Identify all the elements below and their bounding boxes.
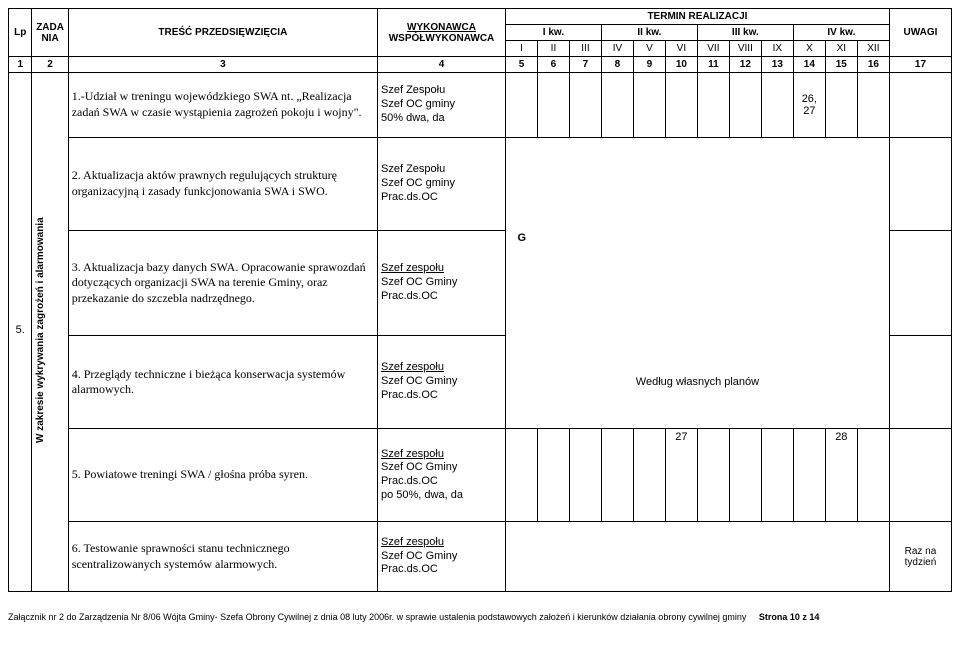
task-row-5: 5. Powiatowe treningi SWA / głośna próba… [9, 429, 952, 522]
task-row-2: 5. W zakresie wykrywania zagrożeń i alar… [9, 138, 952, 231]
section-label: W zakresie wykrywania zagrożeń i alarmow… [35, 140, 46, 520]
month-3: III [569, 41, 601, 57]
task-row-6: 6. Testowanie sprawności stanu techniczn… [9, 522, 952, 592]
task-row-1: 1.-Udział w treningu wojewódzkiego SWA n… [9, 73, 952, 138]
page-number: Strona 10 z 14 [759, 612, 820, 622]
month-8: VIII [729, 41, 761, 57]
col-termin: TERMIN REALIZACJI [505, 9, 889, 25]
header-kw1: I kw. [505, 25, 601, 41]
month-11: XI [825, 41, 857, 57]
column-number-row: 1234 5678 9101112 13141516 17 [9, 57, 952, 73]
task-3-g: G [505, 230, 537, 335]
task-wyk-1: Szef Zespołu Szef OC gminy 50% dwa, da [378, 73, 506, 138]
task-wyk-5: Szef zespołu Szef OC Gminy Prac.ds.OC po… [378, 429, 506, 522]
task-wyk-4: Szef zespołu Szef OC Gminy Prac.ds.OC [378, 336, 506, 429]
task-text-5: 5. Powiatowe treningi SWA / głośna próba… [68, 429, 377, 522]
month-7: VII [697, 41, 729, 57]
task-4-plan: Według własnych planów [505, 336, 889, 429]
task-text-1: 1.-Udział w treningu wojewódzkiego SWA n… [68, 73, 377, 138]
schedule-table: Lp ZADA NIA TREŚĆ PRZEDSIĘWZIĘCIA WYKONA… [8, 8, 952, 592]
footer-text: Załącznik nr 2 do Zarządzenia Nr 8/06 Wó… [8, 612, 746, 622]
task-row-4: 4. Przeglądy techniczne i bieżąca konser… [9, 336, 952, 429]
task-6-uwagi: Raz na tydzień [889, 522, 951, 592]
col-tresc: TREŚĆ PRZEDSIĘWZIĘCIA [68, 9, 377, 57]
task-wyk-6: Szef zespołu Szef OC Gminy Prac.ds.OC [378, 522, 506, 592]
task-text-2: 2. Aktualizacja aktów prawnych regulując… [68, 138, 377, 231]
task-text-4: 4. Przeglądy techniczne i bieżąca konser… [68, 336, 377, 429]
task-5-d1: 27 [665, 429, 697, 522]
month-6: VI [665, 41, 697, 57]
col-wykonawca: WYKONAWCA WSPÓŁWYKONAWCA [378, 9, 506, 57]
month-1: I [505, 41, 537, 57]
page-footer: Załącznik nr 2 do Zarządzenia Nr 8/06 Wó… [8, 612, 952, 622]
task-wyk-3: Szef zespołu Szef OC Gminy Prac.ds.OC [378, 230, 506, 335]
header-kw4: IV kw. [793, 25, 889, 41]
month-12: XII [857, 41, 889, 57]
task-5-d2: 28 [825, 429, 857, 522]
task-row-3: 3. Aktualizacja bazy danych SWA. Opracow… [9, 230, 952, 335]
col-zadania: ZADA NIA [32, 9, 68, 57]
header-kw3: III kw. [697, 25, 793, 41]
month-9: IX [761, 41, 793, 57]
month-10: X [793, 41, 825, 57]
col-lp: Lp [9, 9, 32, 57]
task-text-3: 3. Aktualizacja bazy danych SWA. Opracow… [68, 230, 377, 335]
section-number: 5. [9, 138, 32, 522]
month-4: IV [601, 41, 633, 57]
col-uwagi: UWAGI [889, 9, 951, 57]
task-text-6: 6. Testowanie sprawności stanu techniczn… [68, 522, 377, 592]
header-kw2: II kw. [601, 25, 697, 41]
task-wyk-2: Szef Zespołu Szef OC gminy Prac.ds.OC [378, 138, 506, 231]
task-1-date: 26, 27 [793, 73, 825, 138]
month-5: V [633, 41, 665, 57]
month-2: II [537, 41, 569, 57]
